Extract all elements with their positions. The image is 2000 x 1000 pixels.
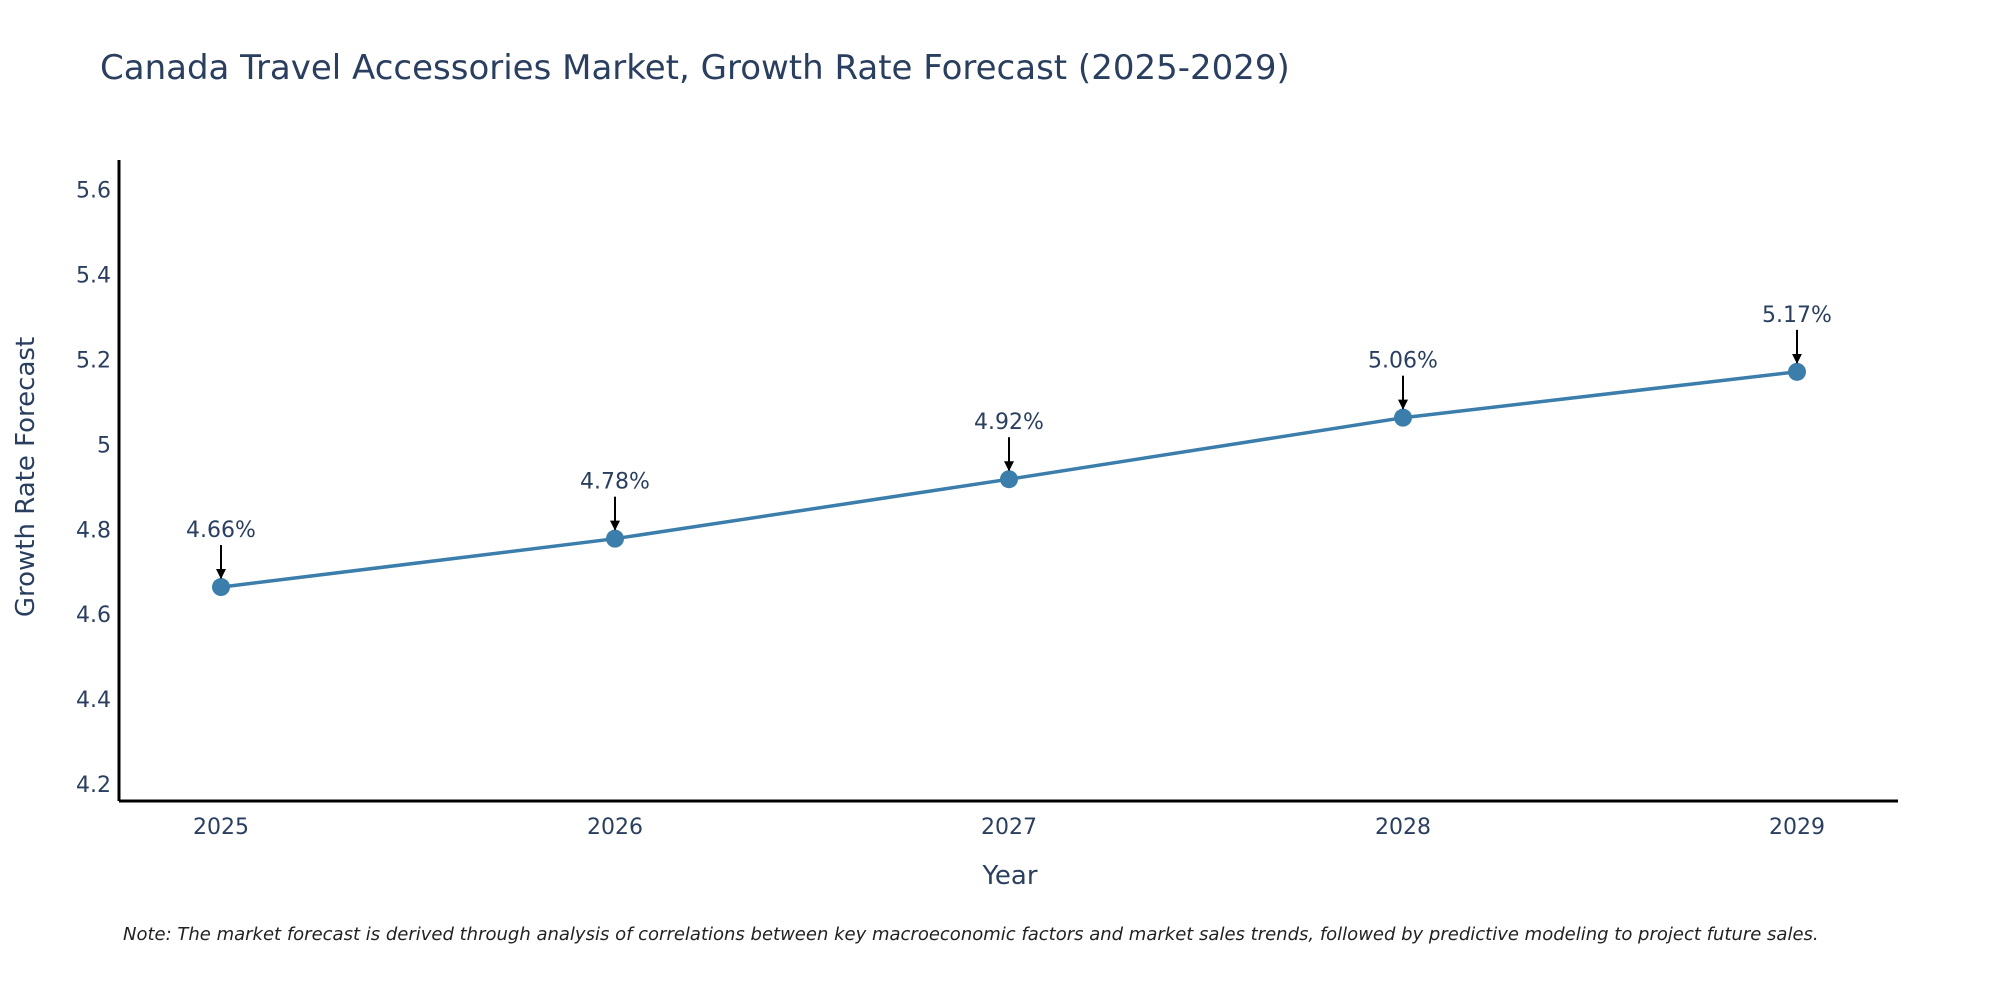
data-label: 5.17% <box>1762 303 1832 328</box>
chart-title: Canada Travel Accessories Market, Growth… <box>100 48 1290 88</box>
y-axis-title: Growth Rate Forecast <box>11 337 41 617</box>
data-point <box>1394 408 1412 427</box>
forecast-note: Note: The market forecast is derived thr… <box>123 924 1819 945</box>
x-tick-label: 2028 <box>1375 815 1431 840</box>
y-tick-label: 4.6 <box>76 603 111 628</box>
y-tick-label: 5.6 <box>76 179 111 204</box>
data-label: 5.06% <box>1368 349 1438 374</box>
x-tick-label: 2025 <box>193 815 249 840</box>
x-tick-label: 2026 <box>587 815 643 840</box>
data-point <box>1788 362 1806 381</box>
y-tick-label: 4.4 <box>76 688 111 713</box>
data-markers <box>212 362 1806 597</box>
data-point <box>1000 470 1018 489</box>
y-tick-label: 5 <box>97 433 111 458</box>
x-tick-label: 2027 <box>981 815 1037 840</box>
data-annotations: 4.66% 4.78% 4.92% 5.06% 5.17% <box>186 303 1832 580</box>
data-label: 4.92% <box>974 410 1044 435</box>
data-label: 4.66% <box>186 518 256 543</box>
x-axis-title: Year <box>981 861 1037 891</box>
y-tick-label: 4.2 <box>76 773 111 798</box>
x-tick-label: 2029 <box>1769 815 1825 840</box>
y-tick-label: 5.2 <box>76 349 111 374</box>
y-axis-ticks: 4.2 4.4 4.6 4.8 5 5.2 5.4 5.6 <box>76 179 111 798</box>
data-point <box>212 578 230 597</box>
data-point <box>606 529 624 548</box>
y-tick-label: 5.4 <box>76 264 111 289</box>
y-tick-label: 4.8 <box>76 518 111 543</box>
x-axis-ticks: 2025 2026 2027 2028 2029 <box>193 815 1825 840</box>
data-label: 4.78% <box>580 470 650 495</box>
